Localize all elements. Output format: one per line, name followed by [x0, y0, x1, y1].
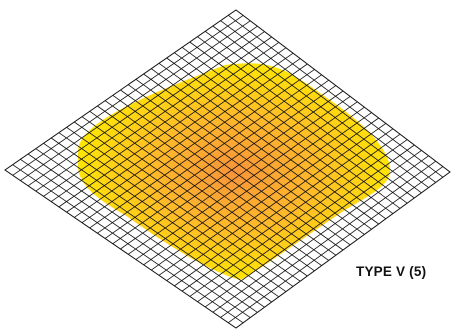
grid-line [212, 155, 429, 313]
grid-line [220, 160, 436, 318]
grid-line [220, 20, 436, 183]
grid-border [4, 9, 451, 329]
grid-line [228, 15, 444, 178]
type-label: TYPE V (5) [356, 264, 427, 279]
grid-lines [12, 15, 444, 324]
grid-line [212, 25, 429, 188]
grid-line [228, 166, 444, 324]
grid-line [204, 31, 422, 194]
grid-line [197, 36, 415, 199]
grid-line [204, 150, 422, 308]
